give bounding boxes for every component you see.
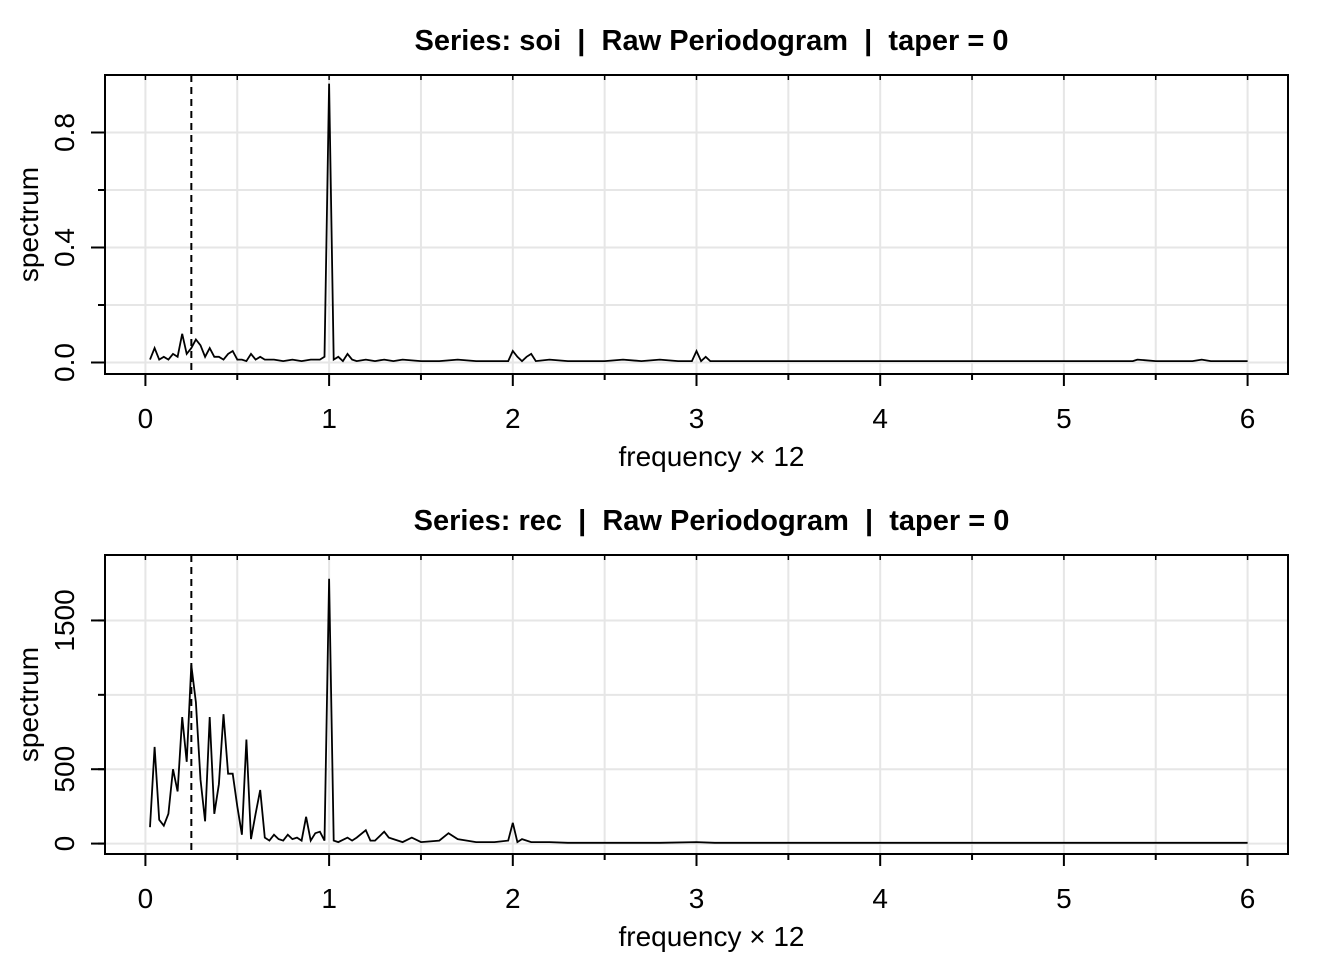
x-tick-label: 1: [321, 883, 337, 914]
y-axis-label: spectrum: [13, 647, 44, 762]
x-tick-label: 6: [1240, 883, 1256, 914]
series-line-1: [149, 578, 1248, 844]
chart-panel-2: 0 1 2 3 4 5 6 0 500 1500 Series: rec | Raw Periodo…: [13, 505, 1289, 952]
x-tick-label: 2: [505, 883, 521, 914]
x-tick-label: 1: [321, 403, 337, 434]
x-tick-label: 5: [1056, 403, 1072, 434]
y-tick-label: 500: [49, 746, 80, 793]
chart-panel-1: 0 1 2 3 4 5 6 0.0 0.4 0.8 Series: soi | Raw Period…: [13, 25, 1289, 472]
x-tick-label: 0: [138, 403, 154, 434]
x-tick-label: 4: [872, 403, 888, 434]
x-axis-label: frequency × 12: [618, 921, 804, 952]
y-tick-label: 0.0: [49, 343, 80, 382]
x-tick-label: 6: [1240, 403, 1256, 434]
y-tick-label: 0.8: [49, 113, 80, 152]
x-tick-label: 3: [689, 403, 705, 434]
x-tick-label: 4: [872, 883, 888, 914]
y-tick-label: 0.4: [49, 228, 80, 267]
chart-title: Series: soi | Raw Periodogram | taper = …: [414, 25, 1008, 57]
x-tick-label: 0: [138, 883, 154, 914]
y-tick-label: 1500: [49, 589, 80, 651]
y-tick-label: 0: [49, 836, 80, 852]
y-axis-label: spectrum: [13, 167, 44, 282]
chart-title: Series: rec | Raw Periodogram | taper = …: [414, 505, 1010, 537]
x-tick-label: 3: [689, 883, 705, 914]
series-line-1: [149, 83, 1248, 363]
x-axis-label: frequency × 12: [618, 441, 804, 472]
x-tick-label: 2: [505, 403, 521, 434]
x-tick-label: 5: [1056, 883, 1072, 914]
